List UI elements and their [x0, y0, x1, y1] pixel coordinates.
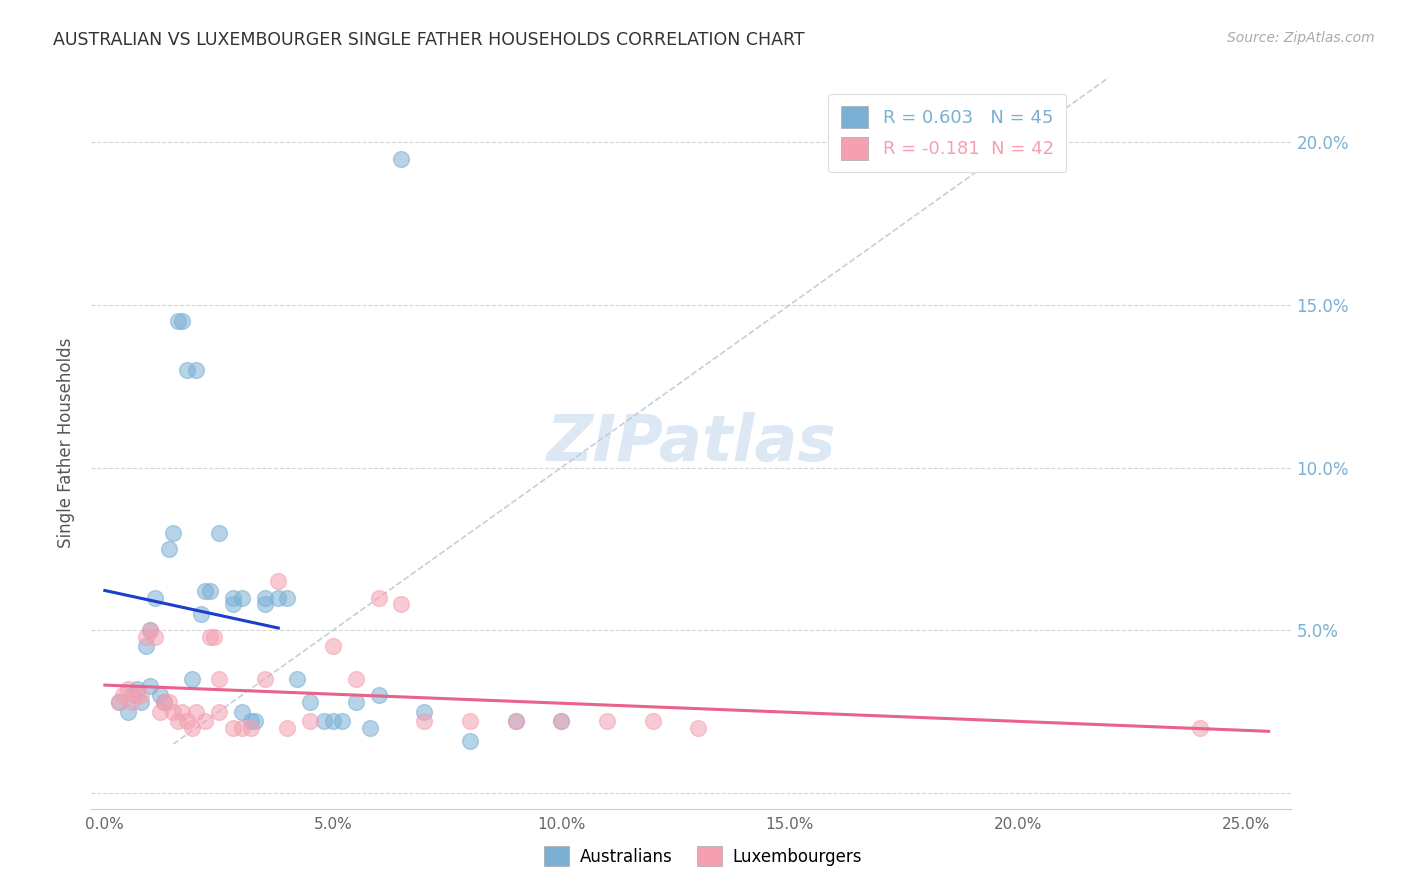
Point: [239, 714, 262, 729]
Point: [239, 721, 262, 735]
Point: [139, 679, 162, 693]
Point: [143, 630, 166, 644]
Point: [112, 688, 135, 702]
Point: [121, 688, 143, 702]
Point: [344, 672, 367, 686]
Point: [162, 705, 184, 719]
Point: [176, 714, 198, 729]
Point: [121, 695, 143, 709]
Point: [253, 597, 276, 611]
Point: [153, 695, 176, 709]
Point: [267, 574, 290, 589]
Point: [184, 705, 207, 719]
Point: [458, 714, 481, 729]
Text: AUSTRALIAN VS LUXEMBOURGER SINGLE FATHER HOUSEHOLDS CORRELATION CHART: AUSTRALIAN VS LUXEMBOURGER SINGLE FATHER…: [53, 31, 806, 49]
Point: [312, 714, 335, 729]
Legend: R = 0.603   N = 45, R = -0.181  N = 42: R = 0.603 N = 45, R = -0.181 N = 42: [828, 94, 1066, 172]
Point: [276, 591, 298, 605]
Point: [198, 630, 221, 644]
Point: [359, 721, 381, 735]
Point: [125, 688, 148, 702]
Point: [176, 363, 198, 377]
Point: [139, 624, 162, 638]
Point: [231, 705, 253, 719]
Point: [172, 314, 194, 328]
Point: [344, 695, 367, 709]
Point: [139, 624, 162, 638]
Point: [505, 714, 527, 729]
Point: [149, 705, 172, 719]
Point: [330, 714, 353, 729]
Point: [221, 597, 243, 611]
Point: [157, 541, 180, 556]
Point: [1189, 721, 1212, 735]
Point: [231, 721, 253, 735]
Point: [184, 363, 207, 377]
Point: [135, 640, 157, 654]
Point: [194, 714, 217, 729]
Point: [167, 714, 190, 729]
Point: [413, 705, 436, 719]
Point: [131, 688, 153, 702]
Point: [367, 591, 389, 605]
Point: [596, 714, 619, 729]
Point: [190, 607, 212, 621]
Point: [221, 721, 243, 735]
Point: [253, 591, 276, 605]
Point: [202, 630, 225, 644]
Point: [458, 733, 481, 747]
Point: [198, 584, 221, 599]
Y-axis label: Single Father Households: Single Father Households: [58, 338, 75, 549]
Point: [143, 591, 166, 605]
Point: [131, 695, 153, 709]
Point: [180, 672, 202, 686]
Point: [413, 714, 436, 729]
Point: [322, 640, 344, 654]
Point: [231, 591, 253, 605]
Point: [253, 672, 276, 686]
Point: [245, 714, 267, 729]
Point: [117, 705, 139, 719]
Point: [208, 525, 231, 540]
Text: ZIPatlas: ZIPatlas: [547, 412, 837, 475]
Point: [391, 597, 413, 611]
Point: [149, 688, 172, 702]
Point: [367, 688, 389, 702]
Point: [167, 314, 190, 328]
Point: [157, 695, 180, 709]
Point: [107, 695, 129, 709]
Legend: Australians, Luxembourgers: Australians, Luxembourgers: [536, 838, 870, 875]
Point: [299, 714, 322, 729]
Point: [641, 714, 664, 729]
Text: Source: ZipAtlas.com: Source: ZipAtlas.com: [1227, 31, 1375, 45]
Point: [322, 714, 344, 729]
Point: [505, 714, 527, 729]
Point: [208, 705, 231, 719]
Point: [162, 525, 184, 540]
Point: [180, 721, 202, 735]
Point: [299, 695, 322, 709]
Point: [550, 714, 572, 729]
Point: [208, 672, 231, 686]
Point: [153, 695, 176, 709]
Point: [107, 695, 129, 709]
Point: [285, 672, 308, 686]
Point: [135, 630, 157, 644]
Point: [125, 681, 148, 696]
Point: [267, 591, 290, 605]
Point: [172, 705, 194, 719]
Point: [194, 584, 217, 599]
Point: [221, 591, 243, 605]
Point: [276, 721, 298, 735]
Point: [391, 152, 413, 166]
Point: [117, 681, 139, 696]
Point: [550, 714, 572, 729]
Point: [688, 721, 710, 735]
